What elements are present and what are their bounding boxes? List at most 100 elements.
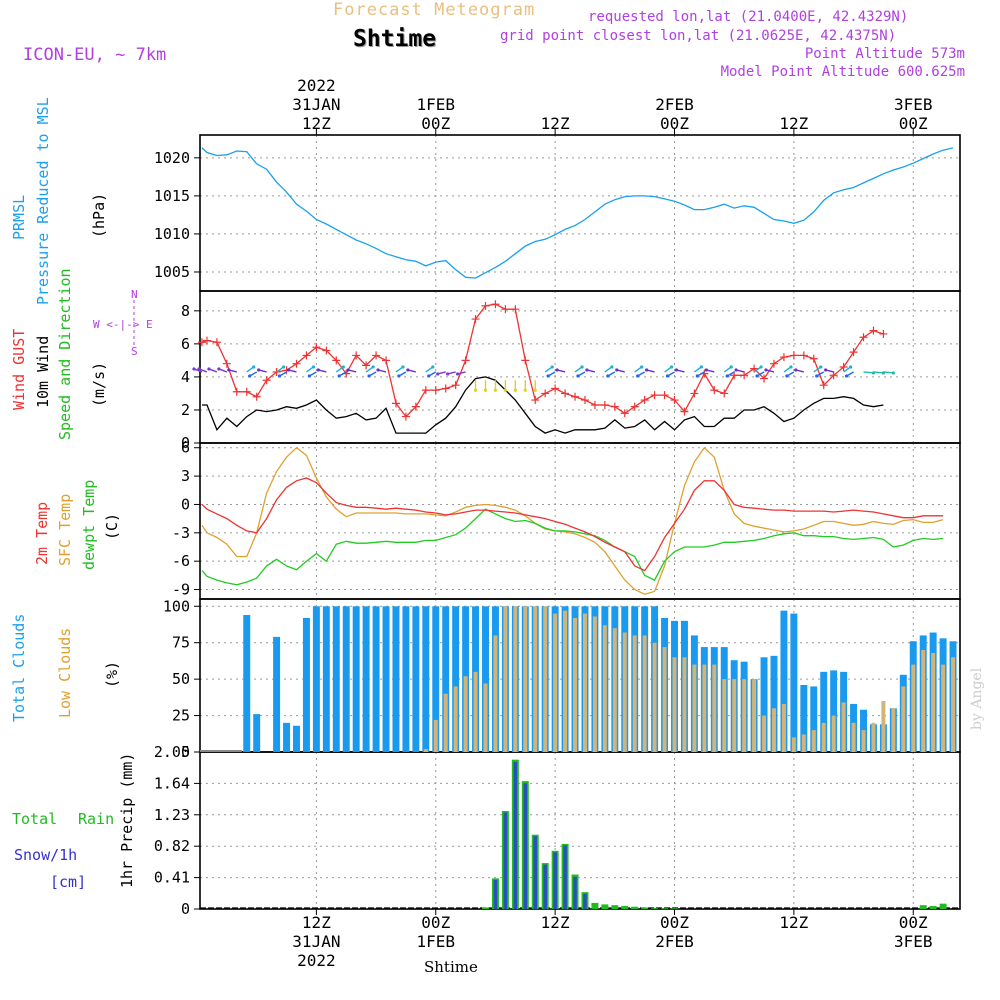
low-cloud-bar	[582, 613, 587, 752]
total-cloud-bar	[770, 655, 778, 752]
gust-marker	[690, 389, 699, 398]
wind-arrow-head	[815, 374, 819, 378]
wind-arrow-head	[794, 368, 798, 372]
top-time-label: 1FEB	[416, 95, 455, 114]
model-label: ICON-EU, ~ 7km	[23, 45, 167, 65]
compass-we: W <-|-> E	[93, 318, 153, 331]
wind-arrow-head	[257, 368, 261, 372]
low-cloud-bar	[423, 749, 428, 752]
temp-ytick-label: 3	[181, 467, 190, 485]
wind-arrow-head	[513, 388, 517, 392]
gust-marker	[332, 356, 341, 365]
gust-marker	[232, 387, 241, 396]
gust-marker	[839, 363, 848, 371]
gust-marker	[779, 353, 788, 362]
gust-marker	[551, 384, 560, 393]
gust-marker	[640, 396, 649, 405]
clouds-ytick-label: 25	[172, 707, 190, 725]
wind-arrow-head	[785, 374, 789, 378]
precip-total-bar	[611, 905, 619, 909]
precip-total-bar	[631, 906, 639, 909]
low-cloud-bar	[622, 632, 627, 752]
gust-marker	[481, 301, 490, 310]
clouds-ytick-label: 50	[172, 670, 190, 688]
low-cloud-bar	[592, 616, 597, 752]
gust-marker	[391, 399, 400, 408]
requested-coords: requested lon,lat (21.0400E, 42.4329N)	[588, 9, 909, 25]
wind-arrow-head	[316, 368, 320, 372]
wind-arrow-head	[446, 372, 450, 376]
wind-ytick-label: 8	[181, 302, 190, 320]
low-cloud-bar	[493, 635, 498, 752]
wind-arrow-head	[636, 374, 640, 378]
wind-arrow-head	[406, 368, 410, 372]
dewpt-line	[201, 508, 944, 586]
low-cloud-bar	[911, 664, 916, 752]
low-cloud-bar	[791, 737, 796, 752]
low-cloud-bar	[503, 606, 508, 752]
low-cloud-bar	[901, 686, 906, 752]
wind-arrow-head	[704, 368, 708, 372]
wind-arrow-head	[669, 365, 674, 369]
precip-rain-bar	[533, 836, 538, 909]
low-cloud-bar	[463, 676, 468, 752]
low-cloud-bar	[861, 730, 866, 752]
precip-rain-bar	[513, 761, 518, 909]
temp-ytick-label: -9	[172, 581, 190, 599]
precip-total-bar	[641, 907, 649, 909]
low-cloud-bar	[443, 693, 448, 752]
wind-arrow-head	[789, 365, 793, 369]
low-cloud-bar	[891, 708, 896, 752]
precip-total-bar	[601, 904, 609, 909]
gust-marker	[571, 392, 580, 401]
pressure-ytick-label: 1020	[154, 149, 190, 167]
precip-rain-bar	[503, 812, 508, 909]
temp-ytick-label: 6	[181, 439, 190, 457]
gust-marker	[451, 381, 460, 390]
bottom-time-label: 2FEB	[655, 932, 694, 951]
wind-arrow-head	[307, 374, 311, 378]
wind-arrow-head	[436, 372, 440, 376]
footer-location: Shtime	[424, 958, 478, 976]
precip-total-bar	[621, 905, 629, 909]
wind-arrow-head	[819, 365, 823, 369]
precip-ytick-label: 0.41	[154, 869, 190, 887]
wind-arrow-head	[849, 365, 853, 369]
total-cloud-bar	[780, 610, 788, 752]
low-cloud-bar	[602, 625, 607, 752]
low-cloud-bar	[513, 606, 518, 752]
compass-s: S	[131, 345, 138, 358]
precip-rain-bar	[563, 845, 567, 909]
gust-marker	[292, 359, 301, 368]
wind-arrow-head	[759, 365, 763, 369]
top-time-label: 3FEB	[894, 95, 933, 114]
pressure-line	[201, 147, 954, 279]
gust-marker	[600, 401, 609, 409]
low-cloud-bar	[781, 703, 786, 752]
top-time-label: 12Z	[779, 114, 808, 133]
total-cloud-bar	[402, 606, 410, 752]
total-cloud-bar	[442, 606, 450, 752]
low-cloud-bar	[573, 617, 578, 752]
bottom-time-label: 12Z	[779, 913, 808, 932]
gust-marker	[382, 356, 391, 365]
gust-marker	[352, 351, 361, 360]
bottom-time-label: 1FEB	[416, 932, 455, 951]
wind-ytick-label: 4	[181, 368, 190, 386]
low-cloud-bar	[632, 635, 637, 752]
low-cloud-bar	[801, 734, 806, 752]
total-cloud-bar	[760, 657, 768, 752]
gust-marker	[501, 305, 510, 314]
gust-marker	[680, 407, 689, 416]
pressure-ytick-label: 1015	[154, 187, 190, 205]
top-time-label: 00Z	[660, 114, 689, 133]
wind-arrow-head	[533, 388, 537, 392]
snow-unit-legend: [cm]	[50, 873, 87, 891]
low-cloud-bar	[771, 708, 776, 752]
low-cloud-bar	[563, 610, 568, 752]
wind-arrow-head	[346, 368, 350, 372]
wind-arrow-head	[576, 374, 580, 378]
wind-ytick-label: 2	[181, 401, 190, 419]
precip-total-bar	[939, 903, 947, 909]
